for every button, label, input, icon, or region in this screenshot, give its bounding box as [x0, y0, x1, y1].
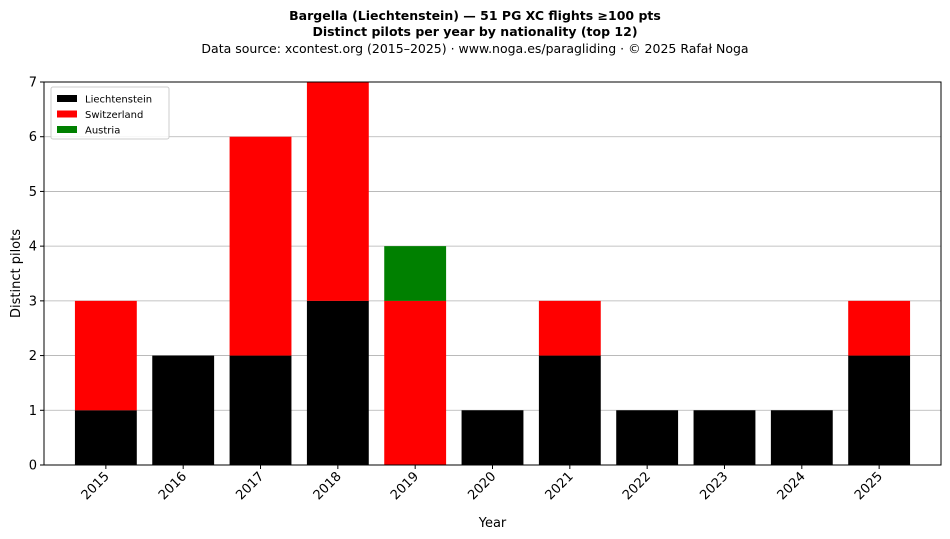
y-tick-label-3: 3 — [29, 294, 37, 309]
y-axis-label: Distinct pilots — [9, 229, 24, 318]
bar-liechtenstein-2024 — [770, 410, 833, 465]
x-tick-label-2015: 2015 — [79, 469, 113, 503]
y-tick-label-2: 2 — [29, 349, 37, 364]
y-tick-label-5: 5 — [29, 185, 37, 200]
bar-liechtenstein-2015 — [74, 410, 137, 465]
bar-liechtenstein-2023 — [693, 410, 756, 465]
x-tick-label-2019: 2019 — [388, 469, 422, 503]
bar-austria-2019 — [384, 246, 447, 301]
x-tick-label-2024: 2024 — [775, 469, 809, 503]
x-tick-label-2021: 2021 — [543, 469, 577, 503]
bar-switzerland-2025 — [848, 300, 911, 356]
legend-swatch-switzerland — [57, 110, 77, 118]
x-tick-label-2018: 2018 — [311, 469, 345, 503]
x-tick-label-2023: 2023 — [697, 469, 731, 503]
chart-subtitle: Distinct pilots per year by nationality … — [312, 24, 638, 39]
y-tick-label-0: 0 — [29, 459, 37, 474]
bar-switzerland-2017 — [229, 136, 292, 356]
legend-box — [50, 86, 170, 140]
bar-switzerland-2019 — [384, 300, 447, 465]
chart-source-note: Data source: xcontest.org (2015–2025) · … — [201, 41, 749, 56]
bar-liechtenstein-2025 — [848, 355, 911, 465]
bar-liechtenstein-2021 — [538, 355, 601, 465]
legend-swatch-austria — [57, 126, 77, 133]
x-tick-label-2016: 2016 — [156, 469, 190, 503]
legend-label-switzerland: Switzerland — [85, 110, 143, 121]
legend-label-austria: Austria — [85, 126, 120, 137]
legend-swatch-liechtenstein — [57, 95, 77, 102]
y-tick-label-4: 4 — [29, 240, 37, 255]
x-tick-label-2017: 2017 — [233, 469, 267, 503]
legend-label-liechtenstein: Liechtenstein — [85, 95, 152, 106]
bar-liechtenstein-2017 — [229, 355, 292, 465]
bar-switzerland-2015 — [74, 300, 137, 411]
chart-title-block: Bargella (Liechtenstein) — 51 PG XC flig… — [0, 8, 950, 57]
y-tick-label-6: 6 — [29, 130, 37, 145]
bar-liechtenstein-2022 — [616, 410, 679, 465]
bar-switzerland-2021 — [538, 300, 601, 356]
bar-liechtenstein-2020 — [461, 410, 524, 465]
chart-title: Bargella (Liechtenstein) — 51 PG XC flig… — [289, 8, 661, 23]
bar-liechtenstein-2016 — [152, 355, 215, 465]
bar-switzerland-2018 — [306, 82, 369, 301]
y-tick-label-7: 7 — [29, 76, 37, 91]
x-tick-label-2020: 2020 — [465, 469, 499, 503]
y-tick-label-1: 1 — [29, 404, 37, 419]
x-tick-label-2022: 2022 — [620, 469, 654, 503]
x-tick-label-2025: 2025 — [852, 469, 886, 503]
x-axis-label: Year — [478, 516, 507, 531]
bar-liechtenstein-2018 — [306, 300, 369, 465]
